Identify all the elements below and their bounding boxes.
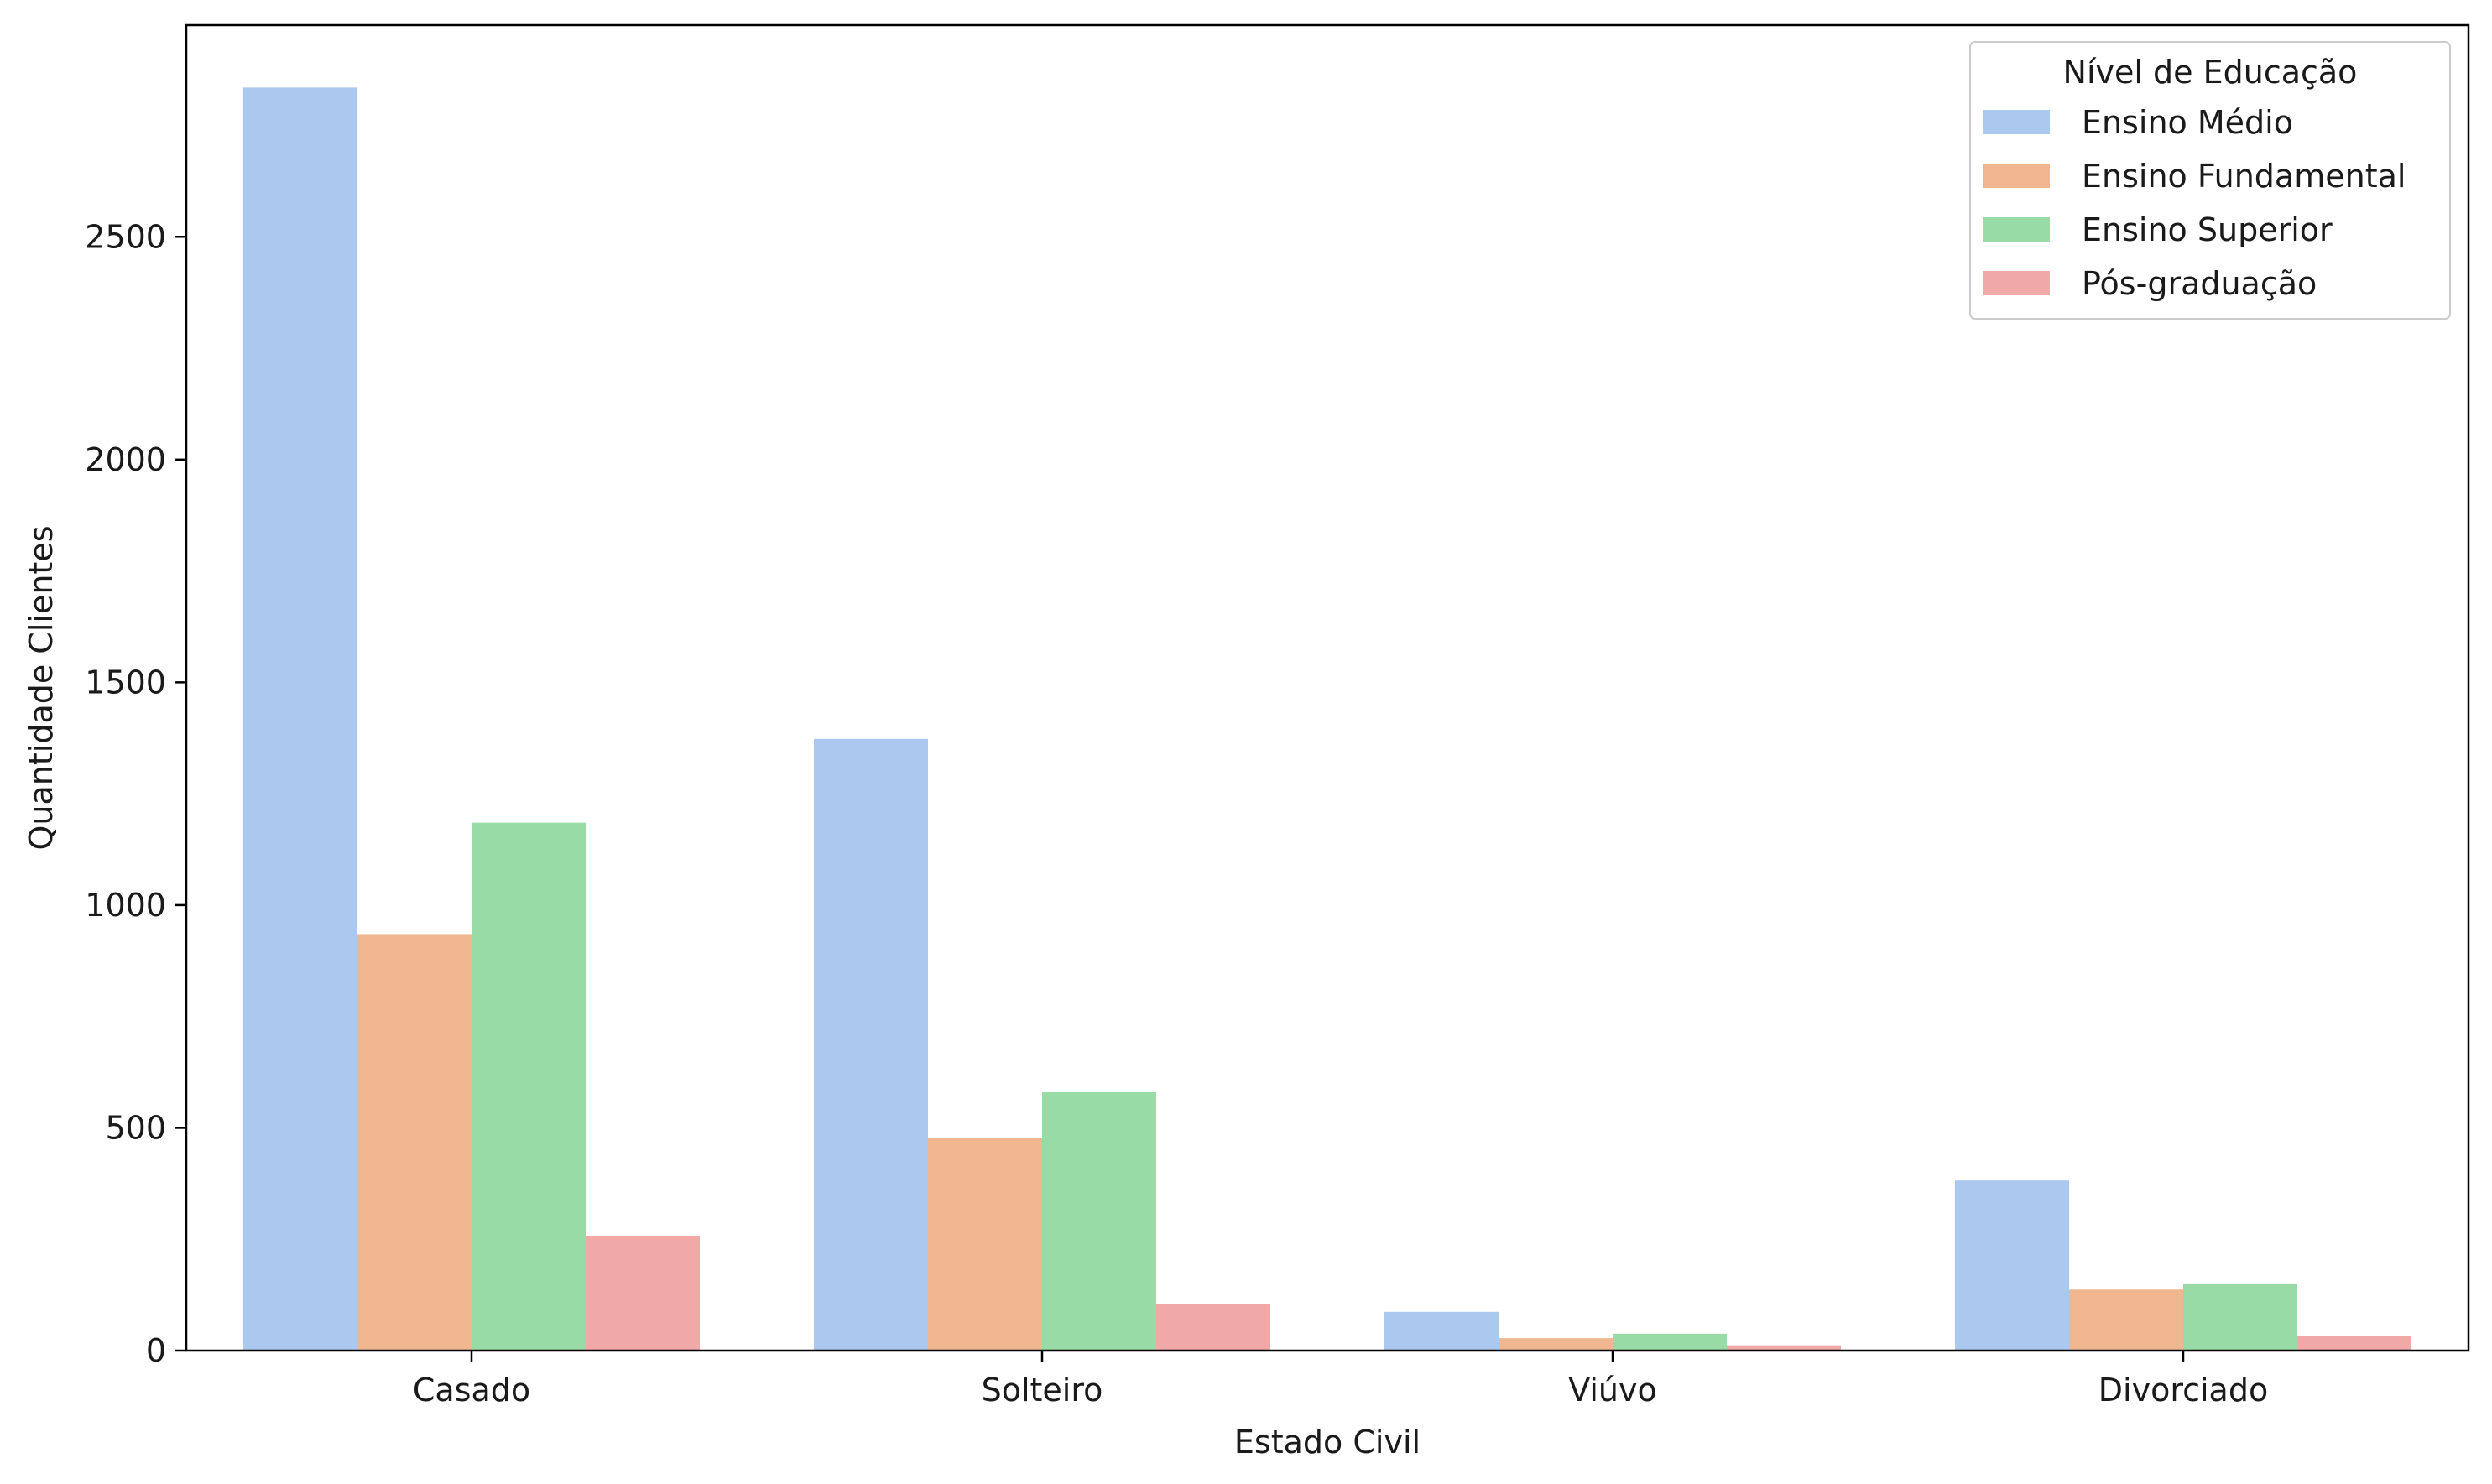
legend-box [1969,41,2451,320]
bar-3-2 [2183,1284,2297,1351]
y-axis-title: Quantidade Clientes [23,526,60,851]
y-tick-label: 2500 [85,218,166,255]
y-tick-label: 1000 [85,887,166,924]
bar-1-0 [814,738,928,1351]
bar-2-3 [1727,1345,1841,1351]
bar-0-1 [357,934,472,1351]
y-tick-label: 0 [146,1332,166,1369]
bar-1-2 [1042,1091,1156,1351]
plot-frame [185,23,2470,1352]
legend-label: Ensino Superior [2082,211,2333,248]
legend-items: Ensino Médio Ensino Fundamental Ensino Sup… [1983,104,2406,302]
bar-2-2 [1613,1333,1727,1351]
x-tick-label: Viúvo [1568,1372,1657,1408]
bar-3-3 [2297,1336,2411,1351]
legend-title: Nível de Educação [2063,54,2358,91]
legend-swatch [1983,271,2050,295]
bar-3-0 [1955,1180,2069,1351]
legend-swatch [1983,164,2050,188]
bar-0-0 [243,87,357,1351]
y-tick-label: 500 [105,1109,166,1146]
x-axis-title: Estado Civil [1234,1424,1421,1461]
x-tick-label: Divorciado [2098,1372,2268,1408]
bar-2-1 [1499,1338,1613,1351]
bar-0-3 [586,1235,700,1351]
legend-label: Ensino Fundamental [2082,158,2406,195]
x-axis: Casado Solteiro Viúvo Divorciado [413,1351,2268,1408]
y-tick-label: 2000 [85,441,166,478]
bars-layer [243,87,2411,1351]
legend: Nível de Educação Ensino Médio Ensino Fun… [1969,41,2451,320]
bar-1-3 [1156,1304,1270,1351]
bar-0-2 [472,822,586,1351]
legend-swatch [1983,110,2050,134]
bar-3-1 [2069,1289,2183,1351]
legend-label: Pós-graduação [2082,265,2317,302]
bar-1-1 [928,1138,1042,1351]
x-tick-label: Casado [413,1372,530,1408]
legend-swatch [1983,217,2050,242]
x-tick-label: Solteiro [982,1372,1103,1408]
y-axis: 0 500 1000 1500 2000 2500 [85,218,186,1369]
legend-label: Ensino Médio [2082,104,2293,141]
bar-2-0 [1384,1311,1499,1351]
y-tick-label: 1500 [85,664,166,700]
